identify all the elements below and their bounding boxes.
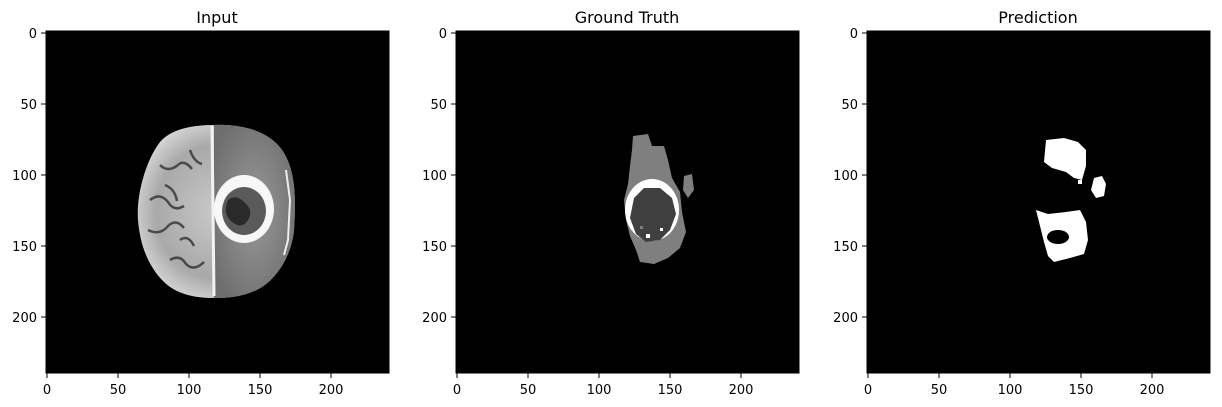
y-axis: 0 50 100 150 200 bbox=[12, 27, 46, 326]
x-tick-label: 50 bbox=[931, 383, 948, 398]
x-tick-label: 150 bbox=[248, 383, 273, 398]
x-axis: 0 50 100 150 200 bbox=[864, 373, 1165, 398]
y-tick-label: 50 bbox=[20, 98, 37, 113]
x-tick-label: 0 bbox=[864, 383, 872, 398]
y-tick-label: 150 bbox=[833, 240, 858, 255]
y-tick-label: 200 bbox=[833, 311, 858, 326]
y-tick-label: 100 bbox=[833, 169, 858, 184]
segmentation-mask bbox=[624, 134, 694, 264]
brain-slice bbox=[137, 124, 295, 298]
y-tick-label: 200 bbox=[12, 311, 37, 326]
y-axis: 0 50 100 150 200 bbox=[422, 27, 456, 326]
y-tick-label: 50 bbox=[841, 98, 858, 113]
panel-title: Input bbox=[196, 8, 237, 27]
y-tick-label: 100 bbox=[12, 169, 37, 184]
x-tick-label: 100 bbox=[587, 383, 612, 398]
panel-title: Prediction bbox=[998, 8, 1077, 27]
x-tick-label: 200 bbox=[729, 383, 754, 398]
y-axis: 0 50 100 150 200 bbox=[833, 27, 867, 326]
axes-frame bbox=[866, 30, 1211, 374]
x-tick-label: 200 bbox=[1140, 383, 1165, 398]
x-tick-label: 100 bbox=[177, 383, 202, 398]
y-tick-label: 100 bbox=[422, 169, 447, 184]
x-axis: 0 50 100 150 200 bbox=[43, 373, 344, 398]
axes-frame bbox=[45, 30, 390, 374]
panel-prediction: Prediction 0 50 100 150 200 bbox=[833, 8, 1211, 398]
image-background bbox=[867, 31, 1210, 373]
image-prediction bbox=[867, 31, 1210, 373]
y-tick-label: 200 bbox=[422, 311, 447, 326]
y-tick-label: 0 bbox=[29, 27, 37, 42]
x-tick-label: 200 bbox=[319, 383, 344, 398]
x-tick-label: 0 bbox=[453, 383, 461, 398]
image-ground-truth bbox=[456, 31, 799, 373]
y-tick-label: 150 bbox=[422, 240, 447, 255]
x-tick-label: 50 bbox=[520, 383, 537, 398]
image-input bbox=[46, 31, 389, 373]
y-tick-label: 50 bbox=[430, 98, 447, 113]
x-tick-label: 100 bbox=[998, 383, 1023, 398]
panel-ground-truth: Ground Truth 0 bbox=[422, 8, 800, 398]
panel-title: Ground Truth bbox=[575, 8, 680, 27]
x-tick-label: 50 bbox=[110, 383, 127, 398]
y-tick-label: 0 bbox=[439, 27, 447, 42]
y-tick-label: 0 bbox=[850, 27, 858, 42]
x-tick-label: 150 bbox=[1069, 383, 1094, 398]
x-tick-label: 0 bbox=[43, 383, 51, 398]
panel-input: Input bbox=[12, 8, 390, 398]
axes-frame bbox=[455, 30, 800, 374]
y-tick-label: 150 bbox=[12, 240, 37, 255]
x-axis: 0 50 100 150 200 bbox=[453, 373, 754, 398]
x-tick-label: 150 bbox=[658, 383, 683, 398]
prediction-mask bbox=[1036, 138, 1106, 262]
